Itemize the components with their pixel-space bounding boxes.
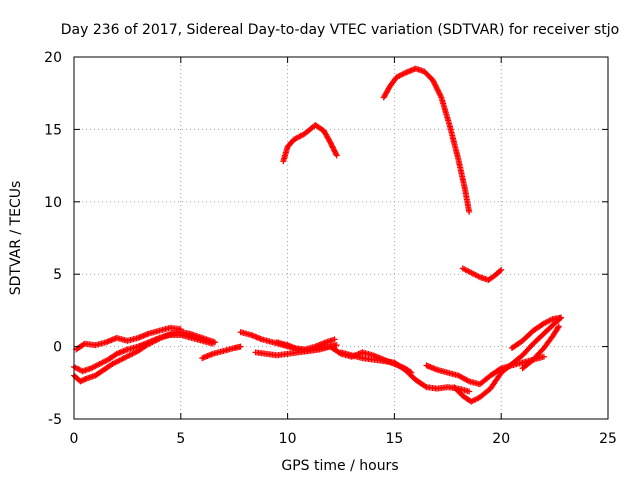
series-arc-3 bbox=[73, 324, 184, 353]
data-point bbox=[333, 342, 340, 349]
series-arc-7 bbox=[273, 339, 415, 376]
data-point bbox=[540, 353, 547, 360]
x-axis-label: GPS time / hours bbox=[281, 458, 398, 474]
data-point bbox=[466, 208, 473, 215]
axis-ticks: 0 5 10 15 20 25 -5 0 5 10 15 20 bbox=[44, 50, 617, 447]
y-tick-label: 10 bbox=[44, 195, 62, 211]
series-arc-12 bbox=[508, 314, 565, 352]
data-point bbox=[333, 152, 340, 159]
data-point bbox=[498, 266, 505, 273]
data-point bbox=[430, 78, 437, 85]
data-point bbox=[435, 89, 442, 96]
data-point bbox=[329, 144, 336, 151]
series-arc-13 bbox=[280, 122, 340, 165]
data-point bbox=[330, 145, 337, 152]
plot-frame bbox=[73, 56, 609, 420]
data-point bbox=[331, 147, 338, 154]
data-point bbox=[431, 79, 438, 86]
data-point bbox=[464, 377, 471, 384]
data-point bbox=[429, 77, 436, 84]
data-point bbox=[558, 314, 565, 321]
y-tick-label: 20 bbox=[44, 50, 62, 66]
data-point bbox=[327, 140, 334, 147]
y-axis-label: SDTVAR / TECUs bbox=[8, 181, 24, 296]
y-tick-label: 15 bbox=[44, 122, 62, 138]
data-point bbox=[555, 323, 562, 330]
chart-title: Day 236 of 2017, Sidereal Day-to-day VTE… bbox=[61, 22, 619, 38]
data-point bbox=[433, 85, 440, 92]
data-point bbox=[437, 93, 444, 100]
y-tick-label: 5 bbox=[53, 267, 62, 283]
x-tick-label: 15 bbox=[385, 431, 403, 447]
data-point bbox=[328, 142, 335, 149]
data-point bbox=[329, 143, 336, 150]
x-tick-label: 25 bbox=[599, 431, 617, 447]
data-point bbox=[209, 340, 216, 347]
x-tick-label: 10 bbox=[279, 431, 297, 447]
series-arc-10 bbox=[451, 314, 565, 405]
data-point bbox=[422, 383, 429, 390]
x-tick-label: 0 bbox=[70, 431, 79, 447]
series-arc-15 bbox=[459, 265, 505, 283]
data-point bbox=[466, 388, 473, 395]
y-tick-label: 0 bbox=[53, 340, 62, 356]
data-point bbox=[332, 149, 339, 156]
data-point bbox=[433, 83, 440, 90]
data-point bbox=[436, 90, 443, 97]
y-tick-label: -5 bbox=[48, 412, 62, 428]
series-arc-14 bbox=[380, 65, 473, 215]
data-point bbox=[437, 91, 444, 98]
data-point bbox=[237, 343, 244, 350]
series-arc-4 bbox=[199, 343, 244, 362]
series-arc-9 bbox=[423, 353, 547, 388]
data-point bbox=[327, 139, 334, 146]
data-point bbox=[435, 87, 442, 94]
x-tick-label: 5 bbox=[176, 431, 185, 447]
data-marks bbox=[71, 65, 565, 405]
data-point bbox=[555, 324, 562, 331]
data-point bbox=[497, 267, 504, 274]
data-point bbox=[432, 82, 439, 89]
x-tick-label: 20 bbox=[492, 431, 510, 447]
data-point bbox=[333, 151, 340, 158]
grid bbox=[74, 57, 608, 419]
data-point bbox=[177, 326, 184, 333]
data-point bbox=[331, 336, 338, 343]
data-point bbox=[434, 86, 441, 93]
data-point bbox=[331, 148, 338, 155]
data-point bbox=[431, 81, 438, 88]
series-arc-11 bbox=[519, 323, 562, 372]
series-arc-2 bbox=[71, 332, 216, 375]
